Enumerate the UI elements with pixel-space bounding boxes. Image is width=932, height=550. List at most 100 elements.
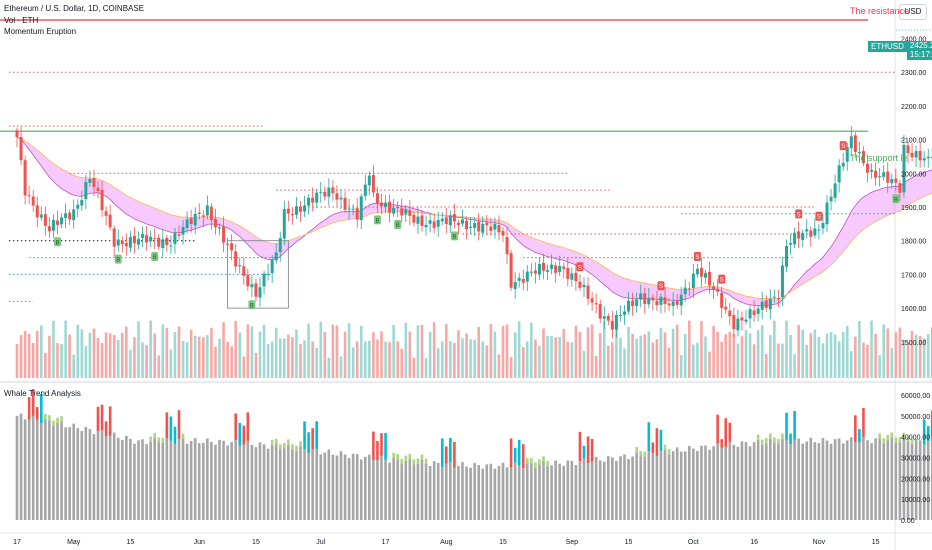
volume-bar [185,342,189,378]
candle-body [128,237,132,248]
whale-bar [639,456,642,520]
whale-bar [129,438,132,520]
volume-bar [44,352,47,378]
candle-body [39,214,43,218]
price-tick-label: 2100.00 [901,138,926,145]
whale-accumulation [299,441,302,447]
whale-bar [52,425,55,520]
volume-bar [351,347,355,378]
whale-spike [655,428,659,456]
candle-body [359,196,363,221]
whale-bar [679,451,683,520]
whale-bar [473,462,476,520]
whale-bar [878,438,881,520]
candle-body [396,207,400,209]
whale-bar [696,451,699,520]
candle-body [736,318,740,331]
whale-bar [133,443,136,520]
momentum-band [17,137,932,306]
resistance-label: The resistance [850,6,910,16]
whale-bar [647,451,651,520]
volume-bar [56,343,59,378]
whale-spike [590,438,594,462]
whale-bar [355,454,359,520]
candle-body [708,271,712,286]
whale-bar [145,444,148,520]
currency-button[interactable]: USD [899,4,927,20]
volume-bar [659,327,663,378]
volume-bar [862,342,865,378]
whale-bar [274,443,278,520]
volume-bar [708,351,711,378]
whale-spike [384,432,387,460]
candle-body [695,268,699,275]
candle-body [15,130,19,138]
candle-body [456,222,460,225]
whale-bar [740,441,744,520]
vol-label: Vol · ETH [4,16,39,25]
candle-body [683,287,687,295]
volume-bar [137,321,140,378]
whale-label[interactable]: Whale Trend Analysis [4,389,81,398]
volume-bar [692,344,695,378]
whale-bar [384,459,387,520]
whale-accumulation [526,458,529,464]
volume-bar [922,338,926,378]
volume-bar [696,342,699,378]
whale-bar [372,459,375,520]
whale-bar [651,452,655,520]
volume-bar [521,346,525,378]
candle-body [339,197,343,200]
candle-body [238,265,242,267]
whale-bar [874,438,877,520]
whale-bar [230,442,233,520]
sell-signal [815,211,823,221]
volume-bar [841,332,845,378]
whale-bar [125,435,128,520]
whale-spike [96,406,100,431]
volume-bar [586,327,590,378]
volume-bar [364,341,367,378]
price-value-box: 2425.29 15:17:36 [906,41,932,60]
candle-body [436,219,440,227]
whale-spike [724,418,728,447]
candle-body [857,151,861,153]
candle-body [558,265,562,272]
candle-body [768,298,772,310]
volume-bar [206,335,209,378]
candle-body [169,245,173,247]
candle-body [347,208,351,210]
candle-body [477,221,481,232]
volume-bar [590,324,594,378]
volume-bar [623,348,626,378]
candle-body [914,151,918,158]
whale-bar [44,419,47,520]
volume-bar [513,332,517,378]
whale-accumulation [157,437,161,443]
sell-signal [839,141,847,151]
buy-signal [54,237,61,247]
volume-bar [683,334,687,378]
candle-body [623,311,626,315]
indicator-label[interactable]: Momentum Eruption [4,27,77,36]
whale-bar [886,440,890,520]
whale-bar [858,442,861,520]
whale-bar [821,438,825,520]
whale-accumulation [52,420,55,426]
whale-bar [339,451,343,520]
whale-bar [165,438,169,520]
volume-bar [408,331,412,378]
whale-tick-label: 40000.00 [901,435,930,442]
candle-body [230,243,234,251]
time-tick-label: 15 [625,539,633,546]
candle-body [205,205,209,216]
volume-bar [396,341,399,378]
candle-body [562,266,566,269]
volume-bar [129,349,132,378]
volume-bar [769,335,772,378]
candle-body [861,151,865,164]
volume-bar [112,335,116,378]
volume-bar [485,345,489,378]
volume-bar [210,327,213,378]
whale-bar [683,451,687,520]
